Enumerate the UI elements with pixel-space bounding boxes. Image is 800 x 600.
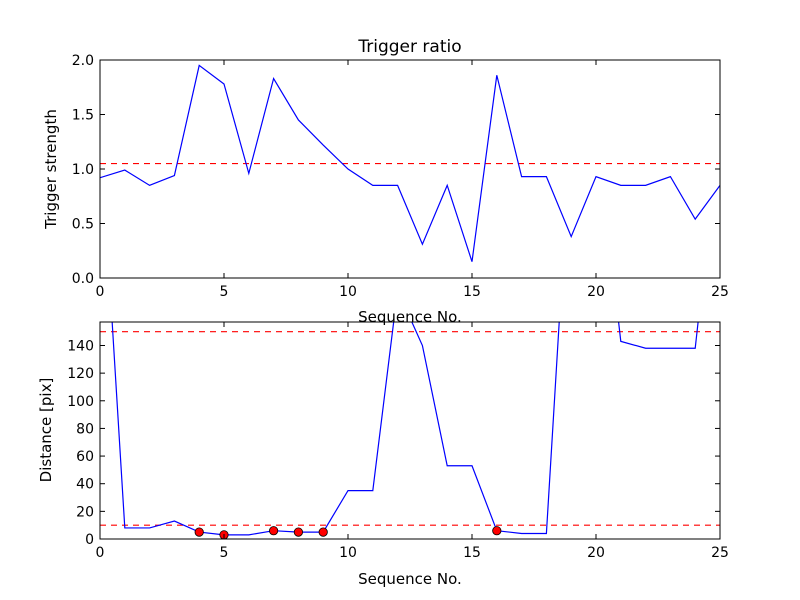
axis-ticks: 0 5 10 15 20 25 0 20 40 60 80 100 120 140 bbox=[67, 322, 729, 561]
series-line bbox=[100, 64, 720, 262]
chart-title: Trigger ratio bbox=[357, 37, 461, 57]
trigger-ratio-chart: Trigger ratio Sequence No. Trigger stren… bbox=[42, 37, 729, 326]
y-tick-label: 20 bbox=[76, 504, 94, 520]
axes-frame bbox=[99, 59, 721, 279]
y-tick-label: 1.5 bbox=[72, 108, 94, 124]
y-tick-label: 140 bbox=[67, 338, 94, 354]
y-tick-label: 0.0 bbox=[72, 271, 94, 287]
y-tick-label: 0 bbox=[85, 532, 94, 548]
x-tick-label: 5 bbox=[220, 545, 229, 561]
y-tick-label: 2.0 bbox=[72, 53, 94, 69]
y-axis-label: Trigger strength bbox=[42, 109, 60, 230]
y-tick-label: 1.0 bbox=[72, 162, 94, 178]
x-tick-label: 5 bbox=[220, 284, 229, 300]
y-tick-label: 0.5 bbox=[72, 217, 94, 233]
data-point-marker bbox=[194, 527, 204, 537]
distance-chart: Sequence No. Distance [pix] 0 5 10 15 20 25 0 2… bbox=[37, 321, 729, 588]
axes-frame bbox=[99, 321, 721, 540]
x-tick-label: 20 bbox=[587, 284, 605, 300]
data-point-marker bbox=[293, 527, 303, 537]
y-tick-label: 40 bbox=[76, 477, 94, 493]
x-tick-label: 0 bbox=[96, 284, 105, 300]
x-tick-label: 10 bbox=[339, 284, 357, 300]
y-tick-label: 120 bbox=[67, 366, 94, 382]
x-tick-label: 25 bbox=[711, 545, 729, 561]
data-point-marker bbox=[318, 527, 328, 537]
x-tick-label: 15 bbox=[463, 545, 481, 561]
plot-area bbox=[100, 322, 720, 539]
x-tick-label: 0 bbox=[96, 545, 105, 561]
y-axis-label: Distance [pix] bbox=[37, 378, 55, 483]
y-tick-label: 100 bbox=[67, 394, 94, 410]
y-tick-label: 60 bbox=[76, 449, 94, 465]
x-tick-label: 10 bbox=[339, 545, 357, 561]
x-axis-label: Sequence No. bbox=[358, 308, 462, 326]
plot-area bbox=[100, 64, 720, 262]
x-tick-label: 20 bbox=[587, 545, 605, 561]
data-point-marker bbox=[268, 526, 279, 536]
data-point-marker bbox=[492, 526, 502, 536]
y-tick-label: 80 bbox=[76, 421, 94, 437]
x-tick-label: 15 bbox=[463, 284, 481, 300]
x-tick-label: 25 bbox=[711, 284, 729, 300]
x-axis-label: Sequence No. bbox=[358, 570, 462, 588]
